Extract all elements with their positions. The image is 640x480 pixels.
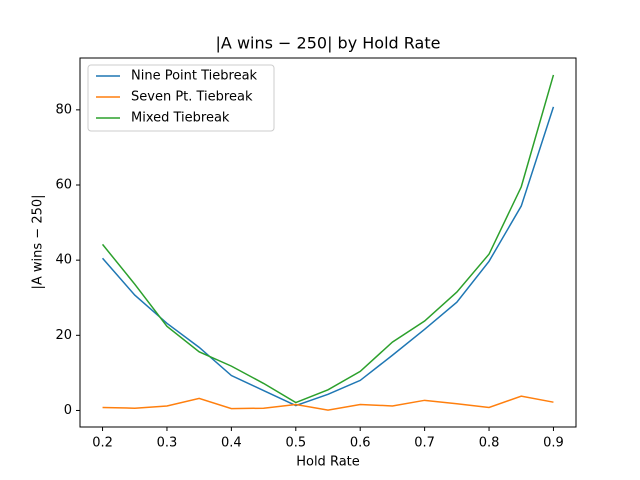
x-tick-label: 0.6 xyxy=(350,436,371,451)
legend-label: Seven Pt. Tiebreak xyxy=(131,90,253,105)
y-tick-label: 40 xyxy=(55,253,72,268)
y-tick-label: 20 xyxy=(55,328,72,343)
x-tick-label: 0.5 xyxy=(285,436,306,451)
x-tick-label: 0.9 xyxy=(543,436,564,451)
x-tick-label: 0.2 xyxy=(92,436,113,451)
y-tick-label: 0 xyxy=(64,403,72,418)
x-axis-label: Hold Rate xyxy=(296,455,360,470)
x-tick-label: 0.8 xyxy=(479,436,500,451)
data-line xyxy=(101,106,555,407)
legend-label: Nine Point Tiebreak xyxy=(131,69,258,84)
data-line xyxy=(102,395,554,411)
x-tick-label: 0.3 xyxy=(157,436,178,451)
x-tick-label: 0.4 xyxy=(221,436,242,451)
legend-label: Mixed Tiebreak xyxy=(131,111,230,126)
plot-frame xyxy=(79,57,577,428)
y-tick-label: 60 xyxy=(55,178,72,193)
chart-title: |A wins − 250| by Hold Rate xyxy=(216,34,441,53)
legend-box xyxy=(87,64,275,132)
data-line xyxy=(101,74,555,404)
y-tick-label: 80 xyxy=(55,102,72,117)
y-axis-label: |A wins − 250| xyxy=(31,194,46,289)
x-tick-label: 0.7 xyxy=(414,436,435,451)
